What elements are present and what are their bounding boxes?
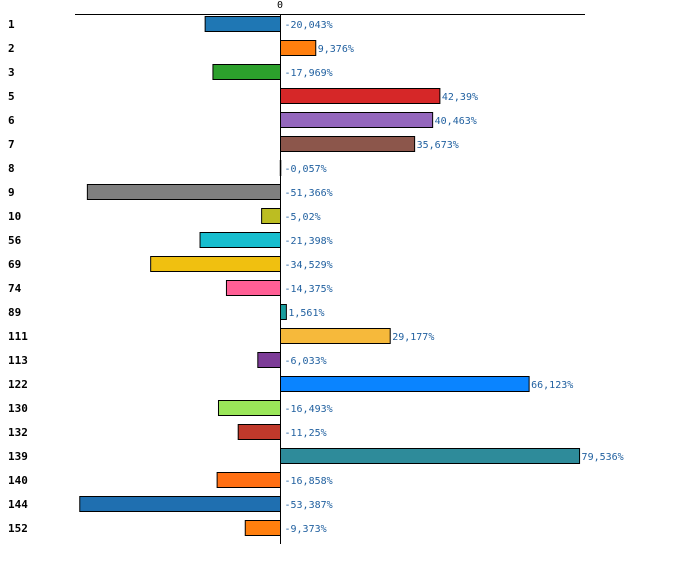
value-label: 79,536% <box>582 452 624 463</box>
category-label: 74 <box>8 282 22 295</box>
value-label: -11,25% <box>285 428 327 439</box>
value-label: -9,373% <box>285 524 327 535</box>
category-label: 111 <box>8 330 28 343</box>
zero-tick-label: 0 <box>277 0 283 11</box>
bar <box>279 160 282 176</box>
bar <box>216 472 282 488</box>
category-label: 56 <box>8 234 22 247</box>
value-label: 66,123% <box>531 380 573 391</box>
bar <box>280 136 416 152</box>
value-label: -5,02% <box>285 212 321 223</box>
value-label: -34,529% <box>285 260 333 271</box>
category-label: 152 <box>8 522 28 535</box>
value-label: -17,969% <box>285 68 333 79</box>
category-label: 2 <box>8 42 15 55</box>
bar <box>280 304 287 320</box>
category-label: 89 <box>8 306 21 319</box>
category-label: 132 <box>8 426 28 439</box>
value-label: -6,033% <box>285 356 327 367</box>
value-label: -53,387% <box>285 500 333 511</box>
bar <box>261 208 281 224</box>
bar <box>217 400 281 416</box>
category-label: 130 <box>8 402 28 415</box>
category-label: 113 <box>8 354 28 367</box>
value-label: 29,177% <box>392 332 434 343</box>
category-label: 7 <box>8 138 15 151</box>
value-label: 1,561% <box>288 308 324 319</box>
bar <box>280 448 581 464</box>
value-label: -0,057% <box>285 164 327 175</box>
value-label: 40,463% <box>435 116 477 127</box>
bar <box>225 280 281 296</box>
bar <box>280 88 441 104</box>
category-label: 69 <box>8 258 21 271</box>
category-label: 6 <box>8 114 15 127</box>
category-label: 8 <box>8 162 15 175</box>
bar <box>257 352 281 368</box>
value-label: 42,39% <box>442 92 478 103</box>
value-label: -21,398% <box>285 236 333 247</box>
bar <box>244 520 282 536</box>
bar <box>280 376 530 392</box>
value-label: 35,673% <box>417 140 459 151</box>
bar <box>199 232 281 248</box>
bar <box>204 16 281 32</box>
value-label: -16,858% <box>285 476 333 487</box>
value-label: -16,493% <box>285 404 333 415</box>
category-label: 144 <box>8 498 28 511</box>
bar <box>212 64 281 80</box>
category-label: 10 <box>8 210 21 223</box>
bar <box>237 424 281 440</box>
value-label: -14,375% <box>285 284 333 295</box>
bar <box>280 328 391 344</box>
category-label: 122 <box>8 378 28 391</box>
bars-group: 1 -20,043% 2 9,376% 3 -17,969% 5 42,39% 6 40,463%… <box>8 16 624 536</box>
bar <box>280 40 317 56</box>
category-label: 139 <box>8 450 28 463</box>
value-label: -51,366% <box>285 188 333 199</box>
category-label: 5 <box>8 90 15 103</box>
bar <box>79 496 281 512</box>
value-label: -20,043% <box>285 20 333 31</box>
bar <box>150 256 281 272</box>
category-label: 3 <box>8 66 15 79</box>
bar <box>86 184 281 200</box>
value-label: 9,376% <box>318 44 354 55</box>
bar <box>280 112 434 128</box>
category-label: 9 <box>8 186 15 199</box>
category-label: 140 <box>8 474 28 487</box>
category-label: 1 <box>8 18 15 31</box>
